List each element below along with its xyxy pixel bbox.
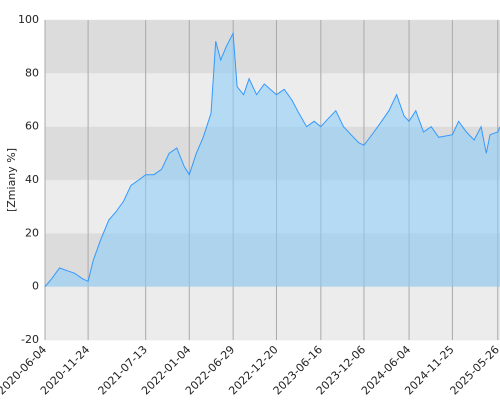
series-line bbox=[44, 31, 500, 288]
grid-band bbox=[45, 286, 500, 340]
y-tick-label: 40 bbox=[25, 173, 39, 186]
y-tick-label: 60 bbox=[25, 120, 39, 133]
area-fill bbox=[45, 33, 500, 287]
grid-band bbox=[45, 20, 500, 74]
y-tick-label: 100 bbox=[18, 13, 39, 26]
y-tick-label: 80 bbox=[25, 66, 39, 79]
y-tick-label: 0 bbox=[32, 280, 39, 293]
y-axis-label: [Zmiany %] bbox=[5, 148, 18, 212]
y-tick-label: -20 bbox=[21, 333, 39, 346]
y-tick-label: 20 bbox=[25, 226, 39, 239]
